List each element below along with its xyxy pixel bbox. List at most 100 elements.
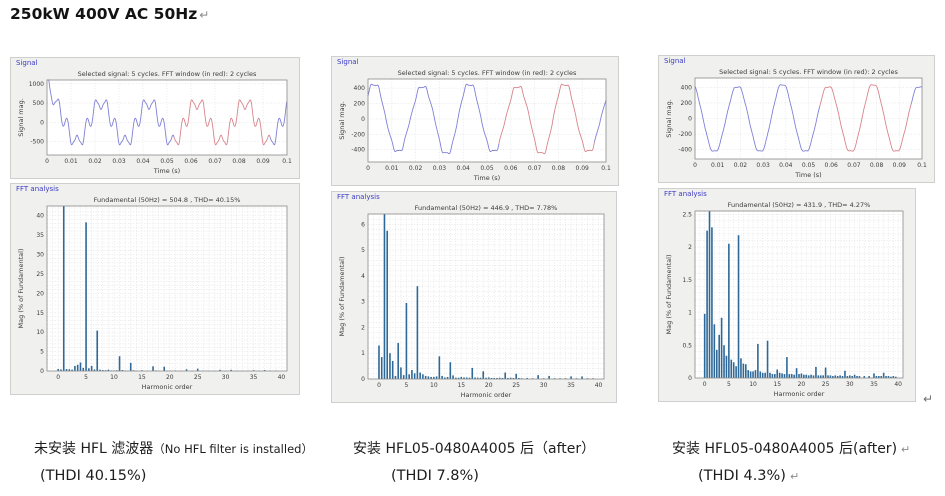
signal-panel-1: Signal 0 0.01 0.02 0.03 0.04 0.05 0.06 0.07 0.08… <box>10 57 300 179</box>
svg-text:10: 10 <box>749 381 757 388</box>
svg-text:Time (s): Time (s) <box>794 171 821 179</box>
svg-text:35: 35 <box>567 382 575 389</box>
svg-text:0.1: 0.1 <box>601 165 611 172</box>
svg-text:0.05: 0.05 <box>160 158 174 165</box>
fft-panel-3: FFT analysis 0 5 10 15 20 25 30 35 40 0 0.5 1 1.5 2 2.… <box>658 188 916 402</box>
caption-1: 未安装 HFL 滤波器（No HFL filter is installed） … <box>10 438 320 484</box>
return-mark-icon: ↵ <box>901 443 911 456</box>
caption-3-english: (after) <box>852 441 898 457</box>
svg-text:Mag (% of Fundamental): Mag (% of Fundamental) <box>338 257 346 337</box>
svg-text:0.05: 0.05 <box>480 165 494 172</box>
svg-text:30: 30 <box>846 381 854 388</box>
svg-text:0.08: 0.08 <box>870 162 884 169</box>
svg-text:20: 20 <box>798 381 806 388</box>
fft-panel-label: FFT analysis <box>664 190 707 198</box>
svg-text:15: 15 <box>138 374 146 381</box>
fft-panel-2: FFT analysis 0 5 10 15 20 25 30 35 40 0 1 2 3 4 5 6 Fund… <box>331 191 617 403</box>
svg-text:0.04: 0.04 <box>779 162 793 169</box>
caption-1-english: （No HFL filter is installed） <box>153 442 313 456</box>
svg-text:0.09: 0.09 <box>576 165 590 172</box>
fft-plot-2: 0 5 10 15 20 25 30 35 40 0 1 2 3 4 5 6 Fundamental (50Hz… <box>334 201 614 400</box>
svg-text:400: 400 <box>354 85 366 92</box>
svg-text:Signal mag.: Signal mag. <box>665 99 673 138</box>
svg-text:40: 40 <box>595 382 603 389</box>
svg-text:0.02: 0.02 <box>734 162 748 169</box>
thdi-value-2: (THDI 7.8%) <box>391 468 479 484</box>
svg-text:6: 6 <box>361 221 365 228</box>
svg-text:40: 40 <box>894 381 902 388</box>
svg-text:0.01: 0.01 <box>385 165 399 172</box>
svg-text:Time (s): Time (s) <box>473 174 500 182</box>
caption-2-line1: 安装 HFL05-0480A4005 后（after） <box>331 438 631 458</box>
caption-2-chinese: 安装 HFL05-0480A4005 后 <box>353 441 534 457</box>
svg-text:0.06: 0.06 <box>825 162 839 169</box>
svg-text:200: 200 <box>354 101 366 108</box>
page-title-text: 250kW 400V AC 50Hz <box>10 5 198 23</box>
fft-plot-1: 0 5 10 15 20 25 30 35 40 0 5 10 15 20 25 30 35 40 Fundamen… <box>13 193 297 392</box>
svg-text:0.04: 0.04 <box>136 158 150 165</box>
svg-text:0.07: 0.07 <box>528 165 542 172</box>
caption-2-thdi: (THDI 7.8%) <box>331 468 631 484</box>
svg-text:Signal mag.: Signal mag. <box>338 101 346 140</box>
svg-text:0.02: 0.02 <box>409 165 423 172</box>
signal-plot-1: 0 0.01 0.02 0.03 0.04 0.05 0.06 0.07 0.08 0.09 0.1… <box>13 67 297 176</box>
return-mark-icon: ↵ <box>923 392 934 406</box>
svg-text:2.5: 2.5 <box>682 211 692 218</box>
caption-3-thdi: (THDI 4.3%) ↵ <box>650 468 945 484</box>
svg-text:0.06: 0.06 <box>504 165 518 172</box>
svg-text:30: 30 <box>540 382 548 389</box>
svg-text:35: 35 <box>250 374 258 381</box>
svg-text:Signal mag.: Signal mag. <box>17 98 25 137</box>
svg-text:1: 1 <box>361 350 365 357</box>
svg-text:35: 35 <box>36 232 44 239</box>
svg-text:Fundamental (50Hz) = 504.8 , T: Fundamental (50Hz) = 504.8 , THD= 40.15% <box>94 196 241 204</box>
svg-text:0: 0 <box>40 368 44 375</box>
svg-text:25: 25 <box>512 382 520 389</box>
fft-panel-label: FFT analysis <box>16 185 59 193</box>
svg-text:0.06: 0.06 <box>184 158 198 165</box>
svg-text:2: 2 <box>688 244 692 251</box>
svg-text:0.09: 0.09 <box>256 158 270 165</box>
svg-text:0: 0 <box>688 375 692 382</box>
svg-text:Mag (% of Fundamental): Mag (% of Fundamental) <box>665 255 673 335</box>
svg-text:20: 20 <box>36 290 44 297</box>
svg-text:10: 10 <box>430 382 438 389</box>
svg-text:0.05: 0.05 <box>802 162 816 169</box>
svg-text:0.03: 0.03 <box>433 165 447 172</box>
svg-text:Selected signal: 5 cycles. FFT: Selected signal: 5 cycles. FFT window (i… <box>719 68 898 76</box>
svg-text:30: 30 <box>222 374 230 381</box>
return-mark-icon: ↵ <box>789 470 800 483</box>
svg-text:Selected signal: 5 cycles. FFT: Selected signal: 5 cycles. FFT window (i… <box>398 69 577 77</box>
svg-text:0.08: 0.08 <box>552 165 566 172</box>
signal-panel-label: Signal <box>16 59 38 67</box>
svg-text:25: 25 <box>36 271 44 278</box>
svg-text:1.5: 1.5 <box>682 277 692 284</box>
panel-column-3: Signal 0 0.01 0.02 0.03 0.04 0.05 0.06 0.07 0.08… <box>658 55 935 402</box>
svg-text:40: 40 <box>278 374 286 381</box>
svg-text:15: 15 <box>457 382 465 389</box>
svg-text:2: 2 <box>361 324 365 331</box>
svg-text:0.02: 0.02 <box>88 158 102 165</box>
svg-text:0.1: 0.1 <box>917 162 927 169</box>
svg-text:0: 0 <box>45 158 49 165</box>
svg-text:5: 5 <box>361 247 365 254</box>
svg-text:Harmonic order: Harmonic order <box>461 391 512 399</box>
caption-1-chinese: 未安装 HFL 滤波器 <box>34 441 154 457</box>
svg-text:20: 20 <box>485 382 493 389</box>
signal-plot-2: 0 0.01 0.02 0.03 0.04 0.05 0.06 0.07 0.08 0.09 0.1… <box>334 66 616 183</box>
svg-text:0: 0 <box>366 165 370 172</box>
svg-text:1: 1 <box>688 310 692 317</box>
svg-text:0.08: 0.08 <box>232 158 246 165</box>
svg-text:Harmonic order: Harmonic order <box>142 383 193 391</box>
signal-panel-label: Signal <box>664 57 686 65</box>
svg-text:Harmonic order: Harmonic order <box>774 390 825 398</box>
signal-panel-2: Signal 0 0.01 0.02 0.03 0.04 0.05 0.06 0.07 0.08… <box>331 56 619 186</box>
svg-text:0.01: 0.01 <box>711 162 725 169</box>
thdi-value-3: (THDI 4.3%) <box>698 468 786 484</box>
fft-plot-3: 0 5 10 15 20 25 30 35 40 0 0.5 1 1.5 2 2.5 Fundamental … <box>661 198 913 399</box>
return-mark-icon: ↵ <box>199 8 210 22</box>
svg-text:1000: 1000 <box>29 81 44 88</box>
svg-text:200: 200 <box>681 100 693 107</box>
svg-text:Time (s): Time (s) <box>153 167 180 175</box>
svg-text:10: 10 <box>110 374 118 381</box>
